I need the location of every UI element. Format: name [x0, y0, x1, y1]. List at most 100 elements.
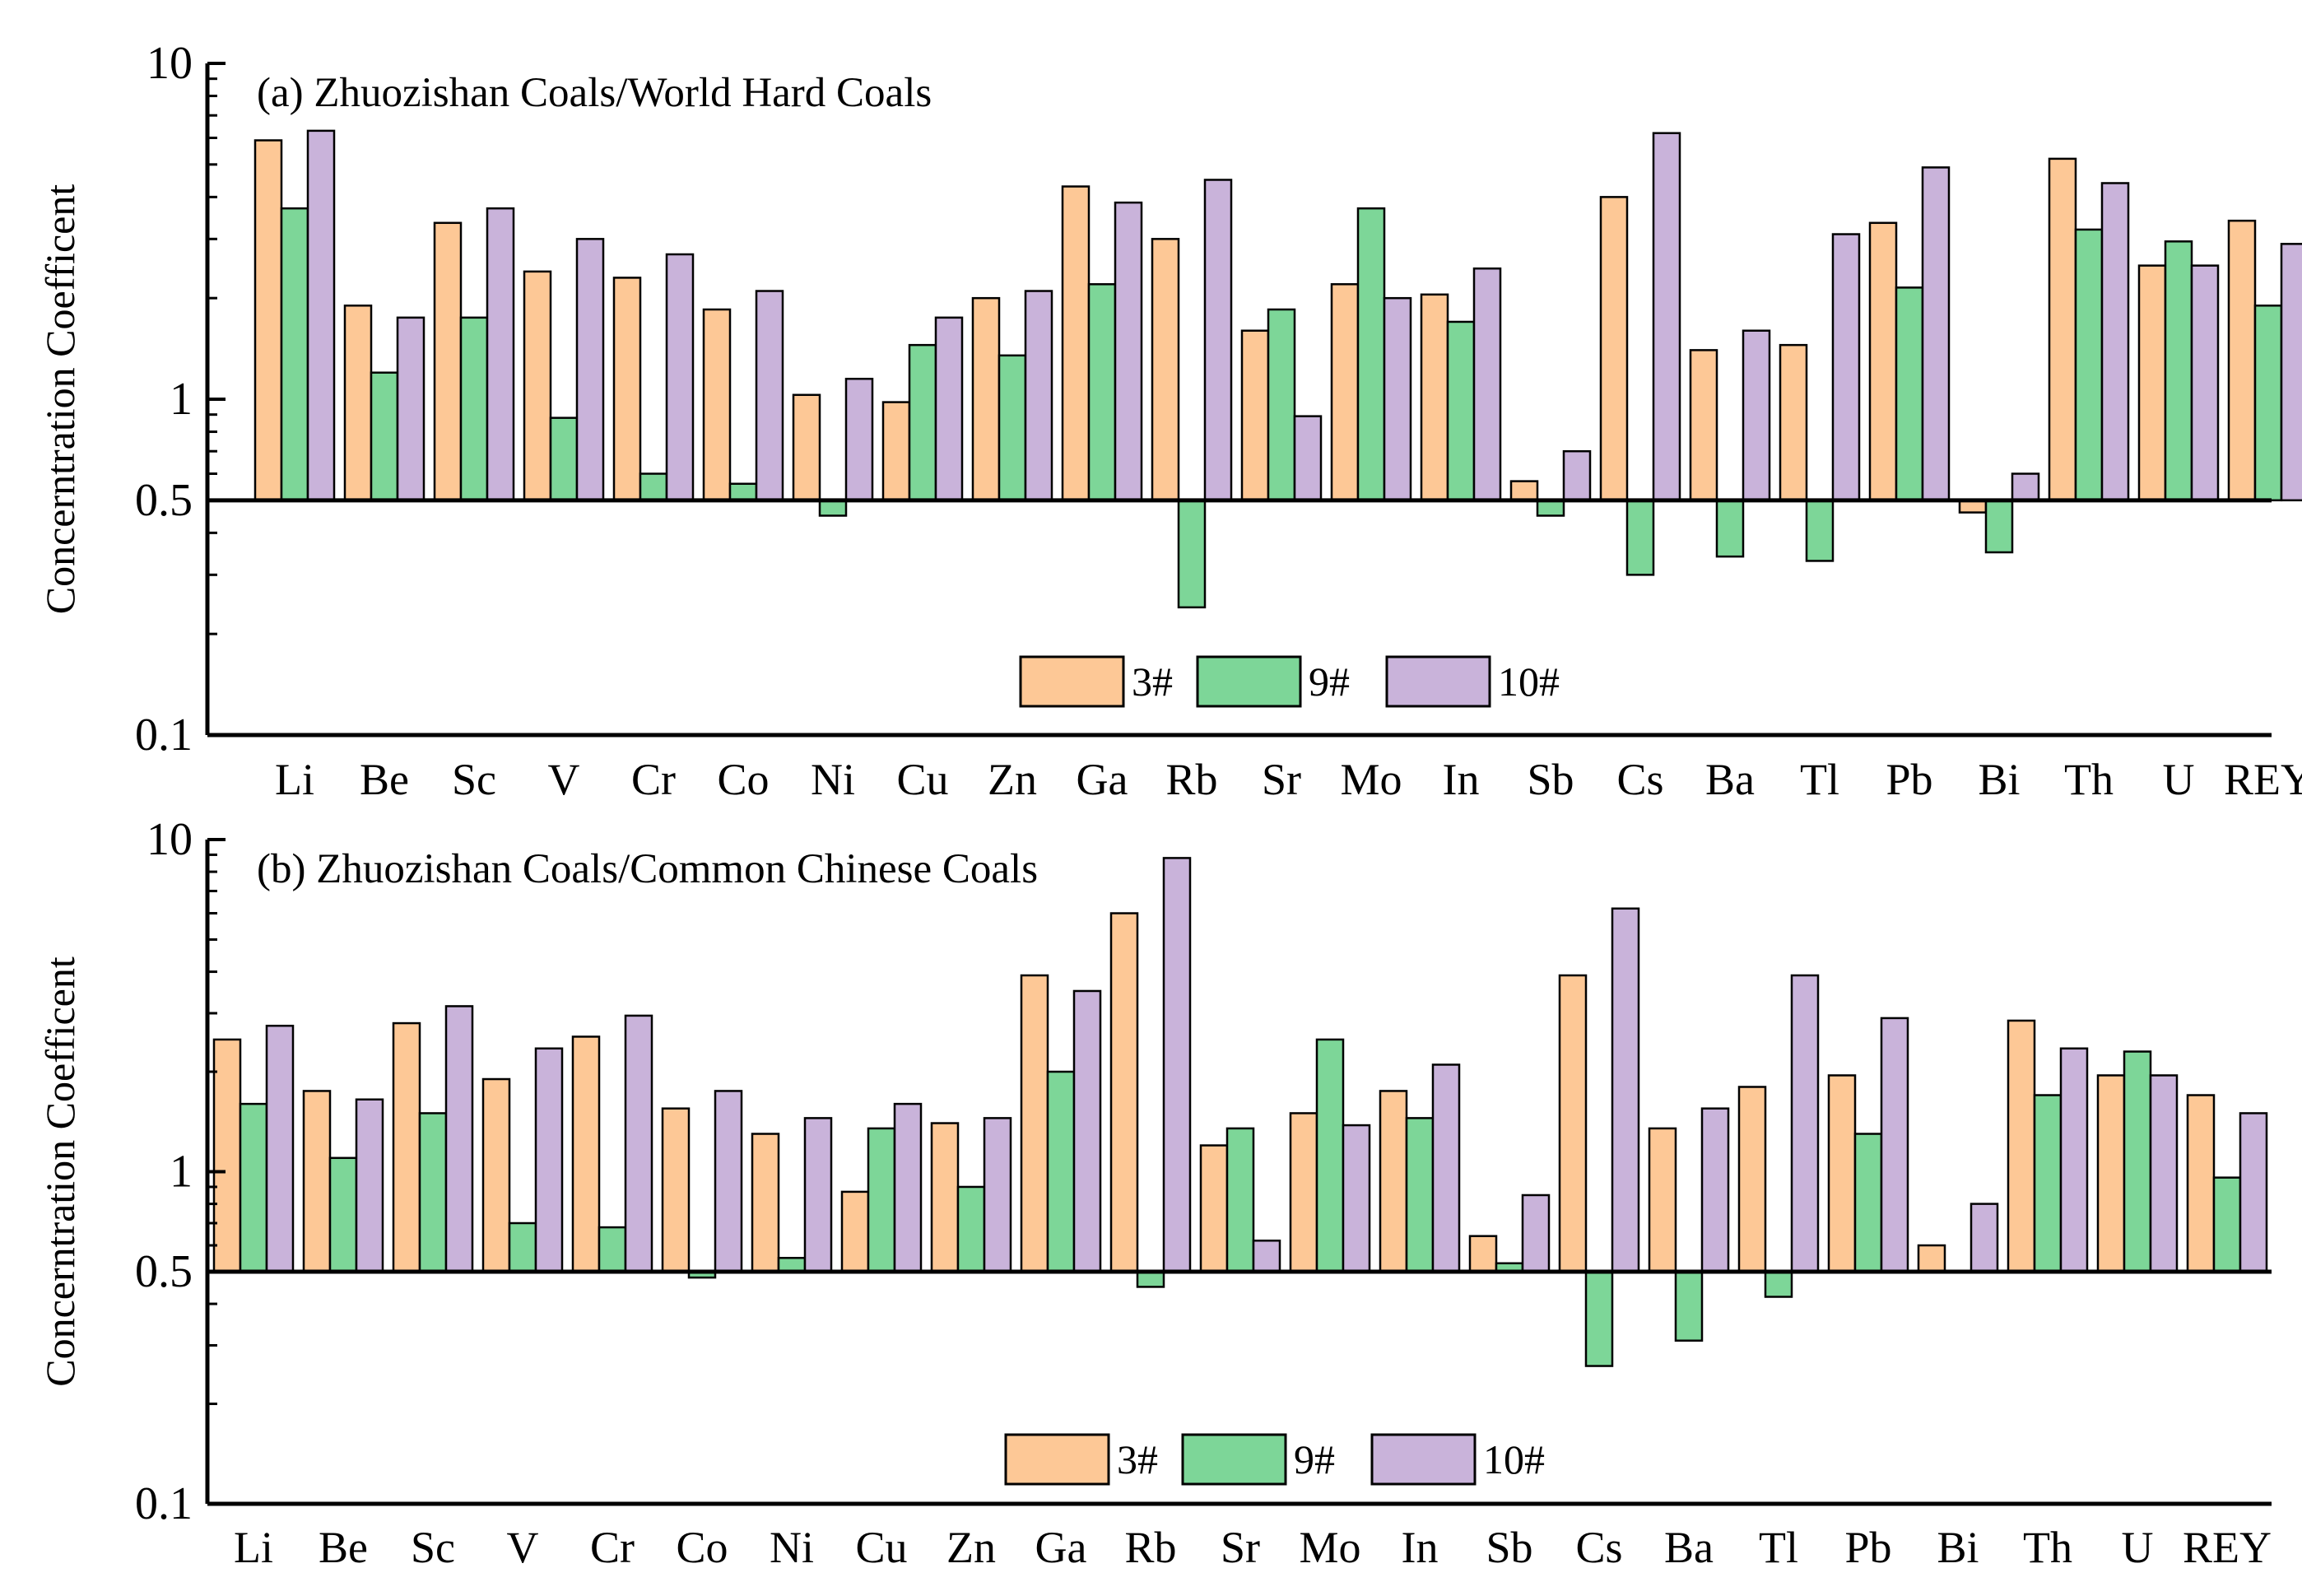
bar-10-tl: [1831, 233, 1861, 502]
legend-label-3: 3#: [1117, 1436, 1158, 1482]
bar-3-cr: [571, 1035, 601, 1273]
bar-10-li: [265, 1024, 295, 1273]
bar-9-th: [2033, 1094, 2062, 1273]
category-label-cs: Cs: [1616, 755, 1663, 804]
bar-9-sr: [1267, 308, 1296, 502]
y-tick-label: 0.1: [135, 710, 193, 761]
bar-9-rb: [1177, 499, 1207, 609]
bar-9-mo: [1356, 207, 1386, 502]
legend-label-9: 9#: [1294, 1436, 1335, 1482]
bar-9-cr: [598, 1226, 627, 1273]
bar-10-tl: [1790, 974, 1820, 1273]
bar-3-rb: [1109, 912, 1139, 1273]
bar-9-ni: [777, 1257, 807, 1273]
category-label-ga: Ga: [1077, 755, 1128, 804]
bar-3-cr: [612, 277, 642, 502]
bar-10-v: [534, 1047, 564, 1273]
bar-9-sb: [1536, 499, 1565, 517]
y-tick-label: 0.5: [135, 1246, 193, 1297]
category-label-ni: Ni: [770, 1523, 814, 1572]
bar-10-bi: [1969, 1203, 1999, 1273]
bar-3-zn: [930, 1122, 960, 1273]
bar-3-in: [1379, 1090, 1408, 1273]
y-axis-title: Concerntration Coefficent: [37, 956, 83, 1387]
bar-3-rb: [1151, 238, 1180, 502]
category-label-zn: Zn: [988, 755, 1037, 804]
bar-9-sc: [459, 316, 489, 502]
category-label-cr: Cr: [590, 1523, 635, 1572]
legend-swatch-9: [1181, 1433, 1287, 1486]
bar-3-cu: [881, 401, 911, 502]
bar-10-pb: [1921, 166, 1951, 502]
bar-10-bi: [2011, 472, 2040, 502]
bar-9-tl: [1805, 499, 1835, 562]
legend-label-10: 10#: [1498, 658, 1560, 705]
bar-9-ga: [1046, 1070, 1076, 1273]
legend-label-3: 3#: [1132, 658, 1173, 705]
bar-3-mo: [1289, 1112, 1318, 1273]
bar-3-v: [481, 1077, 511, 1273]
bar-10-cr: [624, 1014, 653, 1273]
bar-10-sb: [1521, 1194, 1551, 1273]
bar-3-sb: [1509, 480, 1539, 502]
bar-9-ga: [1087, 283, 1117, 502]
bar-3-pb: [1868, 221, 1898, 502]
bar-3-v: [523, 270, 552, 502]
category-label-ni: Ni: [811, 755, 855, 804]
bar-3-sr: [1240, 329, 1270, 502]
bar-10-ni: [844, 377, 874, 502]
category-label-bi: Bi: [1937, 1523, 1979, 1572]
bar-3-bi: [1917, 1244, 1946, 1273]
bar-9-cr: [639, 472, 668, 502]
legend-swatch-10: [1385, 655, 1491, 708]
legend-swatch-10: [1370, 1433, 1477, 1486]
category-label-cr: Cr: [631, 755, 676, 804]
bar-3-sr: [1199, 1144, 1229, 1273]
category-label-pb: Pb: [1844, 1523, 1891, 1572]
bar-3-be: [302, 1090, 332, 1273]
bar-9-u: [2164, 240, 2193, 502]
panel-a: 0.1 0.5 1 10 Li Be Sc V Cr Co Ni Cu Zn Ga Rb Sr Mo In Sb Cs…: [37, 38, 2302, 804]
bar-9-cu: [867, 1127, 896, 1273]
category-label-rey: REY: [2224, 755, 2302, 804]
bar-3-tl: [1779, 343, 1808, 502]
bar-3-cs: [1599, 196, 1629, 502]
bar-9-rey: [2253, 305, 2283, 502]
bar-3-mo: [1330, 283, 1360, 502]
bar-3-rey: [2186, 1094, 2216, 1273]
bar-10-ba: [1700, 1107, 1730, 1273]
bar-10-ni: [803, 1117, 833, 1273]
category-label-li: Li: [275, 755, 314, 804]
legend: 3# 9# 10#: [1019, 655, 1560, 708]
bar-3-li: [212, 1038, 242, 1273]
bar-3-u: [2096, 1074, 2126, 1273]
category-label-sb: Sb: [1486, 1523, 1532, 1572]
bar-3-ni: [751, 1133, 780, 1273]
legend-swatch-9: [1196, 655, 1302, 708]
category-label-rey: REY: [2183, 1523, 2272, 1572]
y-tick-label: 1: [170, 1147, 193, 1198]
bar-9-sc: [418, 1112, 448, 1273]
bar-10-rey: [2280, 243, 2302, 502]
category-label-sr: Sr: [1221, 1523, 1260, 1572]
bar-10-mo: [1383, 296, 1412, 502]
category-label-co: Co: [676, 1523, 728, 1572]
bar-10-rb: [1203, 179, 1233, 502]
bar-3-in: [1420, 293, 1449, 502]
category-label-tl: Tl: [1800, 755, 1839, 804]
category-label-ba: Ba: [1705, 755, 1755, 804]
bar-3-zn: [971, 296, 1001, 502]
bar-10-th: [2100, 182, 2130, 502]
category-label-v: V: [507, 1523, 539, 1572]
category-label-be: Be: [319, 1523, 368, 1572]
bar-3-th: [2007, 1019, 2036, 1273]
bar-10-ga: [1072, 989, 1102, 1273]
bar-9-be: [328, 1156, 358, 1273]
bar-10-u: [2190, 264, 2220, 502]
bar-3-sb: [1468, 1235, 1498, 1273]
bar-9-ba: [1715, 499, 1745, 558]
bar-3-li: [253, 139, 283, 502]
bar-9-th: [2074, 228, 2104, 502]
bar-9-u: [2123, 1050, 2152, 1273]
bar-10-th: [2059, 1047, 2089, 1273]
